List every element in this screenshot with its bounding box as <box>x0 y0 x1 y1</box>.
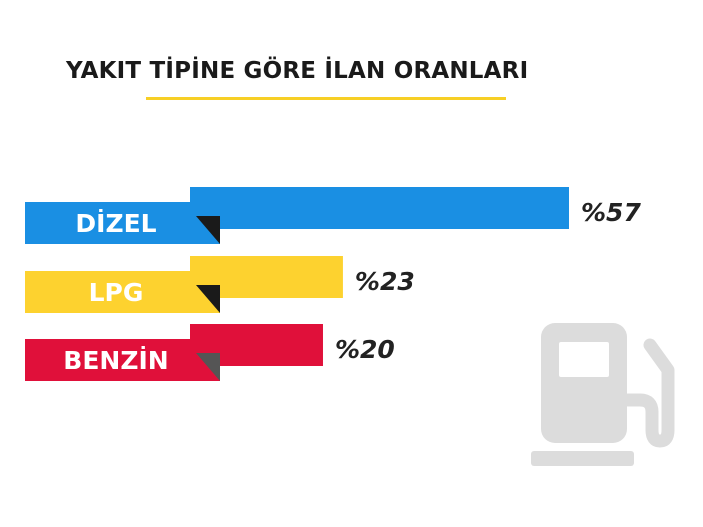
category-label: LPG <box>89 278 144 307</box>
bar <box>190 187 569 229</box>
fuel-pump-icon <box>531 323 675 466</box>
bar-group: DİZEL %57 <box>25 187 641 244</box>
category-label: BENZİN <box>63 345 168 375</box>
category-tab <box>25 271 220 313</box>
fold-shadow <box>196 216 220 244</box>
category-label: DİZEL <box>75 208 156 238</box>
chart-title: YAKIT TİPİNE GÖRE İLAN ORANLARI <box>66 58 529 84</box>
value-label: %20 <box>335 335 395 364</box>
value-label: %23 <box>355 267 415 296</box>
value-label: %57 <box>581 198 641 227</box>
bars-layer: DİZEL %57 LPG %23 BENZİN %20 <box>25 187 641 381</box>
category-tab <box>25 339 220 381</box>
bar-group: BENZİN %20 <box>25 324 395 381</box>
title-underline <box>146 97 506 100</box>
bar-group: LPG %23 <box>25 256 415 313</box>
fold-shadow <box>196 285 220 313</box>
category-tab <box>25 202 220 244</box>
fold-shadow <box>196 353 220 381</box>
